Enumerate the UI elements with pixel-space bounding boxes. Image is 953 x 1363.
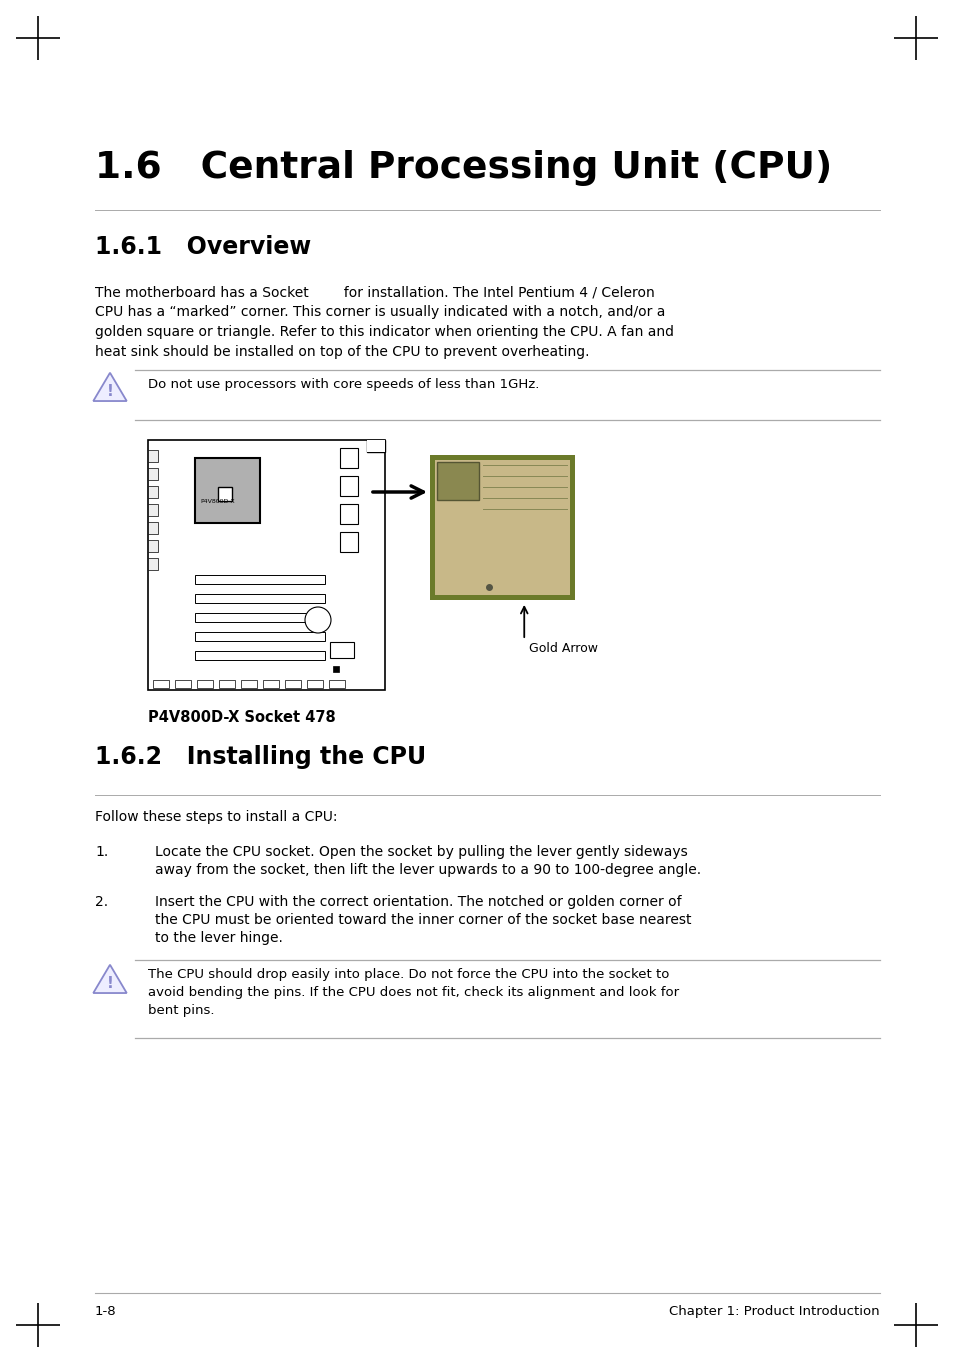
Text: P4V800D-X Socket 478: P4V800D-X Socket 478	[148, 710, 335, 725]
Text: Follow these steps to install a CPU:: Follow these steps to install a CPU:	[95, 810, 337, 825]
Text: P4V800D-X: P4V800D-X	[200, 499, 234, 504]
Bar	[339, 448, 357, 468]
Bar	[194, 652, 325, 660]
Text: 2.: 2.	[95, 895, 108, 909]
Text: 1.6.1   Overview: 1.6.1 Overview	[95, 234, 311, 259]
Text: Locate the CPU socket. Open the socket by pulling the lever gently sideways: Locate the CPU socket. Open the socket b…	[154, 845, 687, 859]
Bar	[194, 613, 325, 622]
Polygon shape	[93, 965, 127, 994]
Bar	[367, 440, 385, 453]
Bar	[285, 680, 301, 688]
Text: The motherboard has a Socket        for installation. The Intel Pentium 4 / Cele: The motherboard has a Socket for install…	[95, 285, 654, 298]
Bar	[194, 575, 325, 583]
Polygon shape	[93, 372, 127, 401]
Bar	[339, 476, 357, 496]
Text: !: !	[107, 976, 113, 991]
Text: Do not use processors with core speeds of less than 1GHz.: Do not use processors with core speeds o…	[148, 378, 538, 391]
Text: 1.: 1.	[95, 845, 108, 859]
Bar	[330, 642, 354, 658]
Text: away from the socket, then lift the lever upwards to a 90 to 100-degree angle.: away from the socket, then lift the leve…	[154, 863, 700, 876]
Bar	[339, 532, 357, 552]
Bar	[436, 462, 478, 500]
Text: avoid bending the pins. If the CPU does not fit, check its alignment and look fo: avoid bending the pins. If the CPU does …	[148, 985, 679, 999]
Bar	[148, 540, 158, 552]
Bar	[148, 504, 158, 517]
Text: Gold Arrow: Gold Arrow	[529, 642, 598, 656]
Text: !: !	[107, 384, 113, 399]
Bar	[367, 440, 385, 453]
Bar	[196, 680, 213, 688]
Text: to the lever hinge.: to the lever hinge.	[154, 931, 283, 945]
Bar	[148, 450, 158, 462]
Bar	[219, 680, 234, 688]
Bar	[148, 468, 158, 480]
Bar	[218, 487, 232, 502]
Bar	[241, 680, 256, 688]
Text: CPU has a “marked” corner. This corner is usually indicated with a notch, and/or: CPU has a “marked” corner. This corner i…	[95, 305, 664, 319]
Text: The CPU should drop easily into place. Do not force the CPU into the socket to: The CPU should drop easily into place. D…	[148, 968, 669, 981]
Bar	[333, 667, 338, 672]
Bar	[148, 487, 158, 497]
Bar	[194, 458, 260, 523]
Text: Insert the CPU with the correct orientation. The notched or golden corner of: Insert the CPU with the correct orientat…	[154, 895, 680, 909]
Bar	[339, 504, 357, 523]
Bar	[152, 680, 169, 688]
Bar	[263, 680, 278, 688]
Text: 1-8: 1-8	[95, 1304, 116, 1318]
Text: bent pins.: bent pins.	[148, 1005, 214, 1017]
Text: 1.6.2   Installing the CPU: 1.6.2 Installing the CPU	[95, 746, 426, 769]
Text: Chapter 1: Product Introduction: Chapter 1: Product Introduction	[669, 1304, 879, 1318]
Circle shape	[305, 607, 331, 632]
Text: heat sink should be installed on top of the CPU to prevent overheating.: heat sink should be installed on top of …	[95, 345, 589, 358]
Bar	[148, 557, 158, 570]
Bar	[148, 440, 385, 690]
Bar	[194, 632, 325, 641]
Bar	[148, 522, 158, 534]
Bar	[430, 455, 575, 600]
Text: the CPU must be oriented toward the inner corner of the socket base nearest: the CPU must be oriented toward the inne…	[154, 913, 691, 927]
Bar	[174, 680, 191, 688]
Bar	[435, 459, 569, 596]
Text: 1.6   Central Processing Unit (CPU): 1.6 Central Processing Unit (CPU)	[95, 150, 831, 185]
Bar	[194, 594, 325, 602]
Text: golden square or triangle. Refer to this indicator when orienting the CPU. A fan: golden square or triangle. Refer to this…	[95, 324, 673, 339]
Bar	[329, 680, 345, 688]
Bar	[307, 680, 323, 688]
